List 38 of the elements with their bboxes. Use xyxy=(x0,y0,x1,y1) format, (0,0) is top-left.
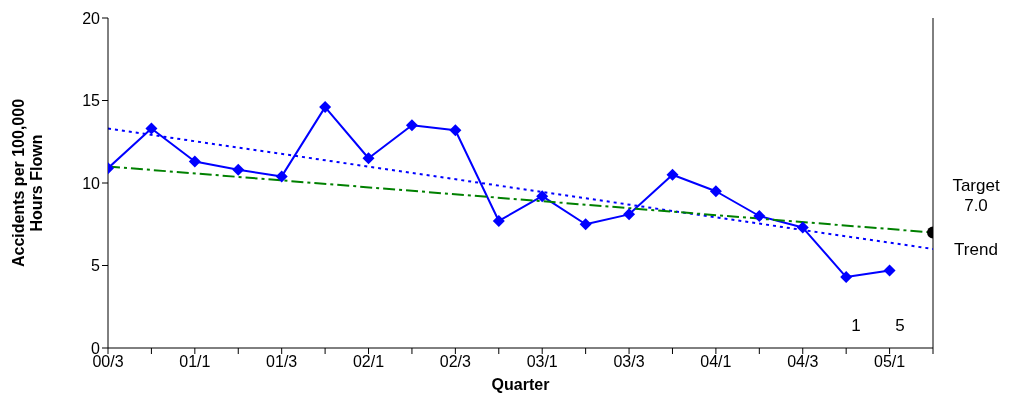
x-tick-label: 04/3 xyxy=(787,353,819,371)
point xyxy=(405,119,418,132)
y-tick-label: 15 xyxy=(82,92,101,110)
x-tick-label: 03/1 xyxy=(526,353,558,371)
x-tick-label: 02/1 xyxy=(352,353,385,371)
point xyxy=(188,155,201,168)
text: Target 7.0 xyxy=(951,176,1001,216)
point xyxy=(666,168,679,181)
y-tick-label: 20 xyxy=(82,9,101,27)
x-tick-label: 01/1 xyxy=(179,353,211,371)
point xyxy=(319,101,332,114)
point xyxy=(536,190,549,203)
point xyxy=(449,124,462,137)
x-tick-label: 04/1 xyxy=(700,353,732,371)
point xyxy=(232,163,245,176)
point xyxy=(709,185,722,198)
point xyxy=(275,170,288,183)
x-tick-label: 03/3 xyxy=(613,353,645,371)
y-tick-label: 5 xyxy=(91,257,101,275)
point xyxy=(883,264,896,277)
point xyxy=(579,218,592,231)
y-axis-title: Accidents per 100,000 Hours Flown xyxy=(10,97,46,270)
annotation: 5 xyxy=(894,316,906,336)
point xyxy=(796,221,809,234)
point xyxy=(492,214,505,227)
point xyxy=(753,210,766,222)
y-tick-label: 10 xyxy=(82,174,101,192)
text: Trend xyxy=(953,240,999,260)
x-tick-label: 05/1 xyxy=(874,353,906,371)
point xyxy=(362,152,375,165)
x-tick-label: 01/3 xyxy=(266,353,298,371)
point xyxy=(840,271,853,284)
x-tick-label: 00/3 xyxy=(92,353,124,371)
point xyxy=(145,122,158,135)
point xyxy=(623,208,636,221)
annotation: 1 xyxy=(850,316,862,336)
x-axis-title: Quarter xyxy=(491,376,550,393)
x-tick-label: 02/3 xyxy=(439,353,472,371)
